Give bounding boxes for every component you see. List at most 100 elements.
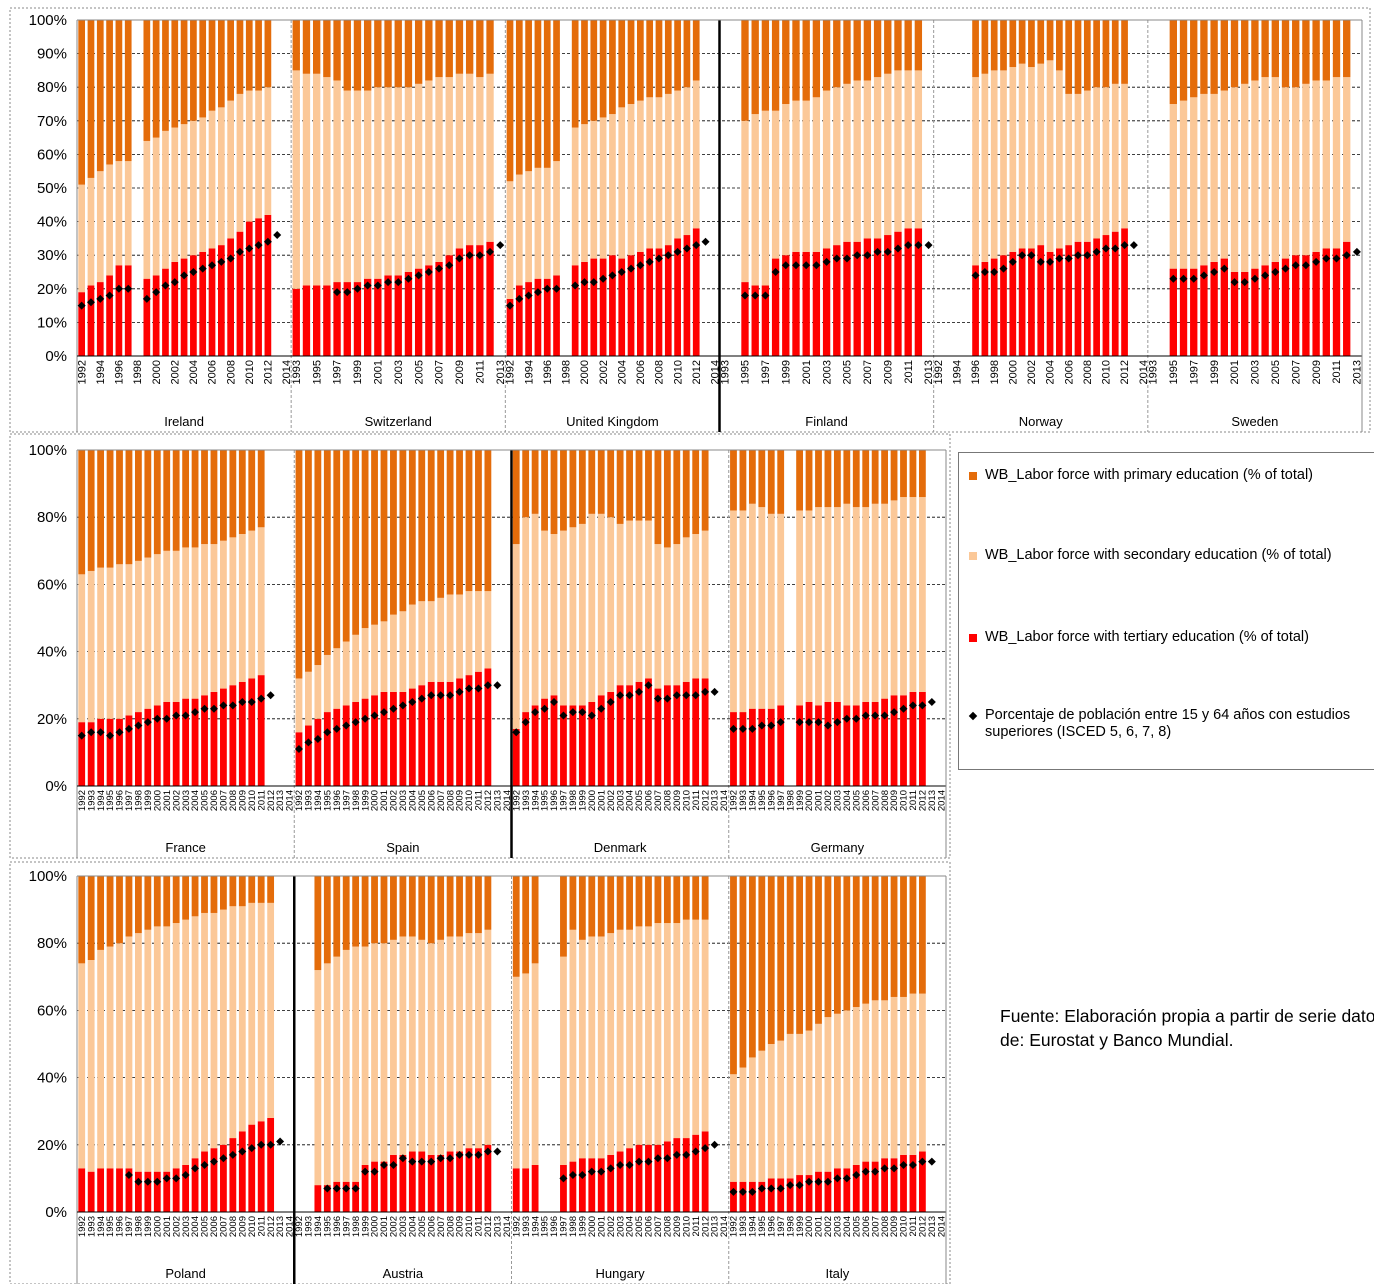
marker (672, 691, 681, 700)
bar-segment (371, 450, 378, 625)
marker (475, 251, 484, 260)
bar-segment (1009, 67, 1017, 252)
marker (323, 728, 332, 737)
bar-segment (1190, 268, 1198, 356)
x-tick-label: 1993 (304, 1216, 315, 1237)
bar-segment (408, 688, 416, 786)
marker (691, 1147, 700, 1156)
marker (219, 701, 228, 710)
bar-segment (465, 1148, 473, 1212)
bar-segment (890, 500, 898, 696)
y-tick-label: 60% (37, 146, 67, 163)
bar-segment (626, 450, 633, 521)
bar-segment (692, 919, 700, 1135)
bar-segment (78, 1168, 86, 1212)
bar-segment (125, 1168, 133, 1212)
marker (578, 1171, 587, 1180)
x-tick-label: 2006 (209, 790, 220, 811)
bar-segment (380, 876, 388, 944)
bar-segment (550, 695, 558, 786)
bar-segment (792, 251, 800, 356)
marker (654, 254, 663, 263)
marker (625, 691, 634, 700)
marker (559, 1174, 568, 1183)
bar-segment (890, 695, 898, 786)
marker (464, 1150, 473, 1159)
bar-segment (1093, 238, 1100, 356)
bar-segment (522, 973, 530, 1169)
x-tick-label: 1995 (757, 1216, 768, 1237)
x-tick-label: 2000 (152, 1216, 163, 1237)
marker (114, 284, 123, 293)
x-tick-label: 2010 (1101, 360, 1113, 384)
x-tick-label: 2011 (475, 360, 487, 384)
bar-segment (515, 20, 523, 175)
bar-segment (751, 114, 759, 286)
bar-segment (1302, 83, 1310, 256)
bar-segment (748, 503, 756, 709)
bar-segment (134, 450, 142, 561)
bar-segment (180, 124, 188, 259)
bar-segment (645, 926, 652, 1145)
x-tick-label: 2011 (903, 360, 915, 384)
marker (238, 698, 247, 706)
marker (729, 724, 738, 733)
bar-segment (682, 876, 690, 920)
bar-segment (295, 450, 303, 679)
marker (493, 681, 502, 690)
bar-segment (683, 87, 691, 236)
marker (580, 278, 589, 287)
bar-segment (990, 70, 998, 259)
marker (1322, 254, 1331, 263)
marker (143, 1177, 152, 1186)
bar-segment (305, 725, 312, 786)
bar-segment (1302, 20, 1310, 84)
bar-segment (427, 1154, 435, 1212)
x-tick-label: 2011 (474, 790, 485, 810)
marker (871, 1167, 880, 1176)
bar-segment (1200, 20, 1208, 94)
marker (474, 684, 483, 693)
bar-segment (607, 450, 615, 518)
marker (852, 1171, 861, 1180)
bar-segment (900, 876, 907, 997)
bar-segment (1312, 80, 1320, 252)
bar-segment (323, 1185, 331, 1212)
bar-segment (1251, 268, 1259, 356)
bar-segment (597, 876, 605, 937)
bar-segment (295, 678, 303, 733)
x-tick-label: 2002 (1026, 360, 1038, 384)
bar-segment (1037, 63, 1045, 246)
bar-segment (1343, 20, 1351, 78)
marker (408, 698, 417, 706)
bar-segment (342, 641, 350, 706)
bar-segment (152, 20, 160, 138)
marker (417, 1157, 426, 1166)
bar-segment (581, 20, 588, 125)
legend-swatch (969, 552, 977, 560)
bar-segment (87, 722, 95, 786)
bar-segment (408, 1151, 416, 1212)
legend-swatch (969, 634, 977, 642)
bar-segment (87, 876, 95, 960)
x-tick-label: 2008 (225, 360, 237, 384)
bar-segment (267, 1117, 275, 1212)
bar-segment (1230, 87, 1239, 272)
x-tick-label: 2003 (398, 790, 409, 811)
marker (664, 251, 673, 260)
marker (587, 1167, 596, 1176)
x-tick-label: 1997 (559, 790, 570, 811)
bar-segment (1056, 20, 1063, 71)
x-tick-label: 1996 (970, 360, 982, 384)
marker (589, 278, 598, 287)
x-tick-label: 1993 (1148, 360, 1160, 384)
bar-segment (476, 77, 484, 246)
marker (805, 1177, 814, 1186)
bar-segment (843, 83, 851, 242)
bar-segment (578, 1158, 586, 1212)
x-tick-label: 1994 (313, 1216, 324, 1237)
marker (398, 1154, 407, 1163)
bar-segment (881, 450, 889, 504)
bar-segment (512, 876, 520, 977)
